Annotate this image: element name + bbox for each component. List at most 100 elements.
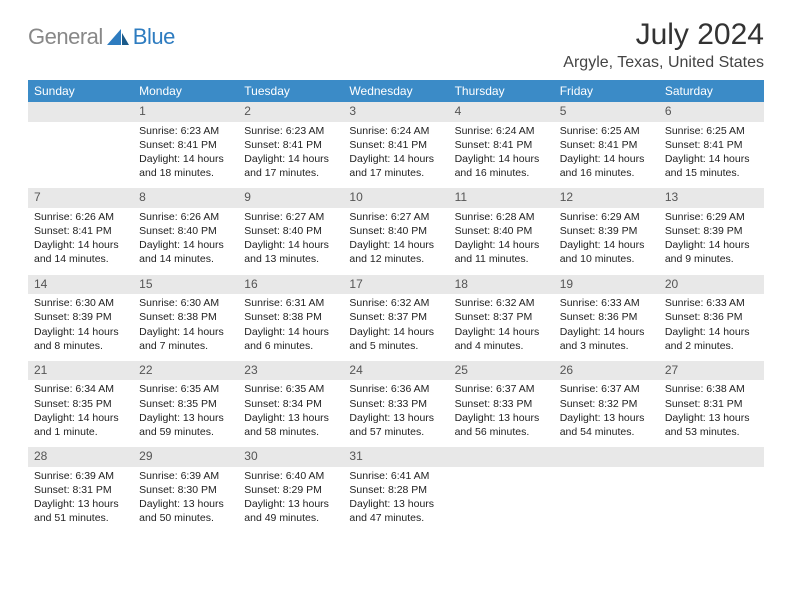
day-details [28, 122, 133, 182]
weekday-header: Tuesday [238, 80, 343, 102]
sunset-text: Sunset: 8:41 PM [139, 138, 232, 152]
daylight-text: Daylight: 14 hours and 16 minutes. [560, 152, 653, 180]
day-number: 19 [554, 275, 659, 295]
sunrise-text: Sunrise: 6:36 AM [349, 382, 442, 396]
sunset-text: Sunset: 8:41 PM [560, 138, 653, 152]
day-details: Sunrise: 6:33 AMSunset: 8:36 PMDaylight:… [554, 294, 659, 361]
month-title: July 2024 [563, 18, 764, 52]
daylight-text: Daylight: 14 hours and 9 minutes. [665, 238, 758, 266]
day-details: Sunrise: 6:24 AMSunset: 8:41 PMDaylight:… [449, 122, 554, 189]
day-number: 17 [343, 275, 448, 295]
day-number: 16 [238, 275, 343, 295]
day-number: 12 [554, 188, 659, 208]
day-number: 31 [343, 447, 448, 467]
sunrise-text: Sunrise: 6:27 AM [349, 210, 442, 224]
day-number: 6 [659, 102, 764, 122]
daylight-text: Daylight: 14 hours and 17 minutes. [349, 152, 442, 180]
day-detail-row: Sunrise: 6:34 AMSunset: 8:35 PMDaylight:… [28, 380, 764, 447]
sunset-text: Sunset: 8:36 PM [560, 310, 653, 324]
daylight-text: Daylight: 14 hours and 1 minute. [34, 411, 127, 439]
sunset-text: Sunset: 8:32 PM [560, 397, 653, 411]
sunrise-text: Sunrise: 6:31 AM [244, 296, 337, 310]
sunrise-text: Sunrise: 6:39 AM [34, 469, 127, 483]
day-details: Sunrise: 6:24 AMSunset: 8:41 PMDaylight:… [343, 122, 448, 189]
daylight-text: Daylight: 13 hours and 50 minutes. [139, 497, 232, 525]
daylight-text: Daylight: 14 hours and 14 minutes. [139, 238, 232, 266]
logo-text-general: General [28, 24, 103, 50]
day-number: 5 [554, 102, 659, 122]
sunset-text: Sunset: 8:31 PM [34, 483, 127, 497]
sunset-text: Sunset: 8:36 PM [665, 310, 758, 324]
daylight-text: Daylight: 14 hours and 17 minutes. [244, 152, 337, 180]
sunset-text: Sunset: 8:40 PM [139, 224, 232, 238]
calendar-table: SundayMondayTuesdayWednesdayThursdayFrid… [28, 80, 764, 533]
sunrise-text: Sunrise: 6:26 AM [139, 210, 232, 224]
daylight-text: Daylight: 14 hours and 5 minutes. [349, 325, 442, 353]
sunrise-text: Sunrise: 6:25 AM [665, 124, 758, 138]
day-number: 23 [238, 361, 343, 381]
day-details: Sunrise: 6:27 AMSunset: 8:40 PMDaylight:… [343, 208, 448, 275]
daylight-text: Daylight: 13 hours and 47 minutes. [349, 497, 442, 525]
day-details: Sunrise: 6:32 AMSunset: 8:37 PMDaylight:… [449, 294, 554, 361]
day-details: Sunrise: 6:32 AMSunset: 8:37 PMDaylight:… [343, 294, 448, 361]
sunrise-text: Sunrise: 6:35 AM [139, 382, 232, 396]
day-details: Sunrise: 6:33 AMSunset: 8:36 PMDaylight:… [659, 294, 764, 361]
sunset-text: Sunset: 8:33 PM [349, 397, 442, 411]
sunset-text: Sunset: 8:34 PM [244, 397, 337, 411]
sunrise-text: Sunrise: 6:37 AM [560, 382, 653, 396]
daylight-text: Daylight: 13 hours and 58 minutes. [244, 411, 337, 439]
sunrise-text: Sunrise: 6:29 AM [665, 210, 758, 224]
daylight-text: Daylight: 14 hours and 6 minutes. [244, 325, 337, 353]
day-details: Sunrise: 6:26 AMSunset: 8:40 PMDaylight:… [133, 208, 238, 275]
daylight-text: Daylight: 13 hours and 49 minutes. [244, 497, 337, 525]
day-number: 30 [238, 447, 343, 467]
sunset-text: Sunset: 8:41 PM [455, 138, 548, 152]
day-details: Sunrise: 6:30 AMSunset: 8:38 PMDaylight:… [133, 294, 238, 361]
sunrise-text: Sunrise: 6:35 AM [244, 382, 337, 396]
sunset-text: Sunset: 8:31 PM [665, 397, 758, 411]
day-details: Sunrise: 6:31 AMSunset: 8:38 PMDaylight:… [238, 294, 343, 361]
sunset-text: Sunset: 8:40 PM [244, 224, 337, 238]
day-number: 4 [449, 102, 554, 122]
day-number: 15 [133, 275, 238, 295]
day-details: Sunrise: 6:38 AMSunset: 8:31 PMDaylight:… [659, 380, 764, 447]
sunrise-text: Sunrise: 6:33 AM [665, 296, 758, 310]
sunrise-text: Sunrise: 6:26 AM [34, 210, 127, 224]
day-details: Sunrise: 6:37 AMSunset: 8:32 PMDaylight:… [554, 380, 659, 447]
sunset-text: Sunset: 8:41 PM [665, 138, 758, 152]
day-number: 8 [133, 188, 238, 208]
sunset-text: Sunset: 8:39 PM [560, 224, 653, 238]
sunset-text: Sunset: 8:33 PM [455, 397, 548, 411]
sunrise-text: Sunrise: 6:27 AM [244, 210, 337, 224]
day-number: 25 [449, 361, 554, 381]
day-details: Sunrise: 6:40 AMSunset: 8:29 PMDaylight:… [238, 467, 343, 534]
day-number: 2 [238, 102, 343, 122]
sunset-text: Sunset: 8:40 PM [349, 224, 442, 238]
day-details: Sunrise: 6:39 AMSunset: 8:30 PMDaylight:… [133, 467, 238, 534]
day-number [554, 447, 659, 467]
sunrise-text: Sunrise: 6:33 AM [560, 296, 653, 310]
daylight-text: Daylight: 14 hours and 11 minutes. [455, 238, 548, 266]
daylight-text: Daylight: 14 hours and 7 minutes. [139, 325, 232, 353]
sunset-text: Sunset: 8:37 PM [349, 310, 442, 324]
day-details [659, 467, 764, 527]
weekday-header: Saturday [659, 80, 764, 102]
day-number-row: 78910111213 [28, 188, 764, 208]
sunrise-text: Sunrise: 6:25 AM [560, 124, 653, 138]
sunset-text: Sunset: 8:35 PM [139, 397, 232, 411]
day-number-row: 14151617181920 [28, 275, 764, 295]
day-details: Sunrise: 6:29 AMSunset: 8:39 PMDaylight:… [554, 208, 659, 275]
day-number: 26 [554, 361, 659, 381]
location: Argyle, Texas, United States [563, 54, 764, 72]
day-number: 10 [343, 188, 448, 208]
day-number-row: 123456 [28, 102, 764, 122]
day-number: 29 [133, 447, 238, 467]
day-details: Sunrise: 6:23 AMSunset: 8:41 PMDaylight:… [133, 122, 238, 189]
day-number [28, 102, 133, 122]
sunrise-text: Sunrise: 6:41 AM [349, 469, 442, 483]
title-block: July 2024 Argyle, Texas, United States [563, 18, 764, 72]
sunset-text: Sunset: 8:40 PM [455, 224, 548, 238]
daylight-text: Daylight: 13 hours and 51 minutes. [34, 497, 127, 525]
weekday-header: Wednesday [343, 80, 448, 102]
day-details: Sunrise: 6:29 AMSunset: 8:39 PMDaylight:… [659, 208, 764, 275]
